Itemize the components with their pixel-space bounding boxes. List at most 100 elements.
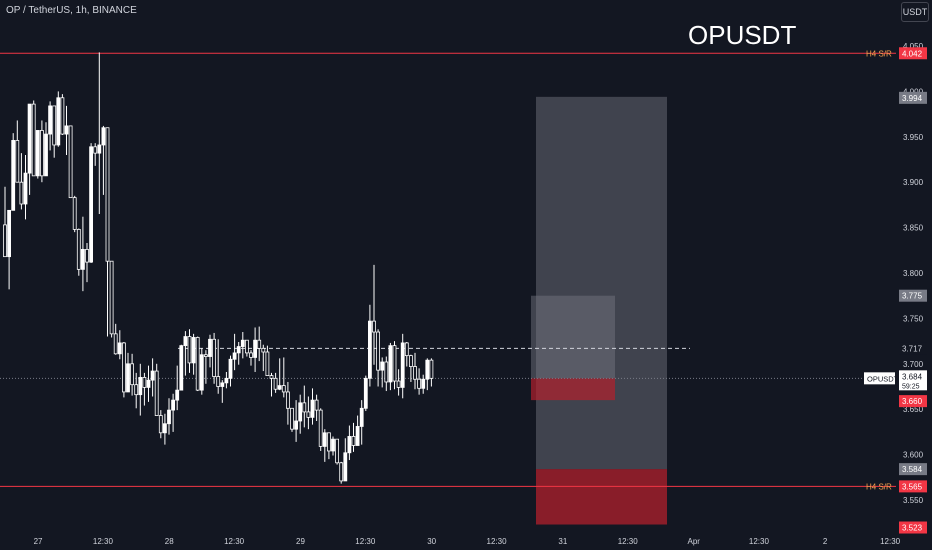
x-tick-label: 12:30 bbox=[224, 537, 245, 546]
candle-up bbox=[294, 420, 299, 430]
candle-down bbox=[335, 438, 340, 464]
x-tick-label: 12:30 bbox=[93, 537, 114, 546]
candle-down bbox=[19, 181, 24, 205]
entry-price-tag: 3.584 bbox=[902, 465, 923, 474]
candle-down bbox=[392, 345, 397, 382]
candle-down bbox=[326, 432, 331, 452]
candle-down bbox=[60, 97, 65, 135]
candle-down bbox=[154, 370, 159, 416]
candle-down bbox=[302, 402, 307, 413]
candle-down bbox=[413, 366, 417, 380]
candle-down bbox=[396, 380, 401, 388]
candle-down bbox=[261, 347, 266, 353]
candle-up bbox=[322, 432, 327, 447]
candle-up bbox=[421, 378, 426, 389]
candle-up bbox=[64, 125, 69, 135]
candle-up bbox=[367, 320, 372, 379]
candle-down bbox=[429, 359, 434, 379]
candle-up bbox=[228, 358, 233, 379]
candle-down bbox=[318, 409, 323, 447]
x-tick-label: 30 bbox=[427, 537, 436, 546]
x-tick-label: 28 bbox=[165, 537, 174, 546]
dashed-level-tag: 3.717 bbox=[902, 344, 923, 353]
x-tick-label: 12:30 bbox=[618, 537, 639, 546]
candle-down bbox=[306, 411, 311, 418]
candle-up bbox=[199, 354, 204, 391]
currency-button[interactable]: USDT bbox=[901, 2, 929, 22]
sr-price-tag-top: 4.042 bbox=[902, 49, 923, 58]
candle-up bbox=[48, 105, 52, 135]
target-price-tag: 3.994 bbox=[902, 94, 923, 103]
stop-price-tag-bg bbox=[899, 395, 927, 408]
candle-down bbox=[285, 391, 290, 409]
target-zone-small bbox=[531, 295, 615, 379]
candle-up bbox=[388, 345, 393, 383]
candle-down bbox=[52, 105, 57, 146]
candle-up bbox=[380, 361, 385, 371]
candle-down bbox=[376, 331, 381, 371]
candle-down bbox=[31, 103, 36, 177]
candle-down bbox=[76, 229, 81, 270]
sr-label-1: H4 S/R bbox=[866, 482, 892, 491]
target-zone-large bbox=[536, 96, 667, 470]
candle-up bbox=[167, 409, 171, 425]
candle-down bbox=[134, 384, 139, 396]
candle-up bbox=[97, 144, 102, 154]
candle-up bbox=[138, 377, 143, 396]
candle-down bbox=[3, 224, 7, 258]
x-tick-label: 12:30 bbox=[880, 537, 901, 546]
candle-up bbox=[298, 402, 303, 422]
candle-up bbox=[183, 336, 188, 347]
candle-down bbox=[408, 355, 413, 367]
symbol-title: OP / TetherUS, 1h, BINANCE bbox=[6, 5, 137, 16]
candle-up bbox=[224, 377, 229, 384]
candle-down bbox=[249, 352, 253, 358]
candle-up bbox=[347, 436, 352, 454]
candle-up bbox=[240, 339, 245, 347]
sr-price-tag-bottom-bg bbox=[899, 480, 927, 493]
x-tick-label: 27 bbox=[34, 537, 43, 546]
candle-up bbox=[171, 399, 176, 411]
candle-up bbox=[363, 377, 368, 409]
x-tick-label: 12:30 bbox=[749, 537, 770, 546]
candle-down bbox=[404, 342, 409, 357]
x-tick-label: 2 bbox=[823, 537, 828, 546]
stop-price-tag-large-bg bbox=[899, 521, 927, 534]
y-tick-label: 3.800 bbox=[903, 269, 924, 278]
candle-up bbox=[355, 426, 360, 446]
candle-down bbox=[40, 130, 44, 177]
candle-up bbox=[400, 342, 405, 388]
candle-down bbox=[351, 436, 356, 446]
x-tick-label: 12:30 bbox=[487, 537, 508, 546]
y-tick-label: 3.700 bbox=[903, 360, 924, 369]
stop-zone-small bbox=[531, 378, 615, 401]
candle-up bbox=[56, 97, 61, 146]
candle-down bbox=[372, 320, 376, 333]
stop-price-tag: 3.660 bbox=[902, 397, 923, 406]
candle-up bbox=[191, 337, 196, 364]
small-target-price-tag: 3.775 bbox=[902, 292, 923, 301]
candle-up bbox=[208, 338, 212, 357]
candle-up bbox=[179, 345, 184, 391]
stop-price-tag-large: 3.523 bbox=[902, 524, 923, 533]
target-price-tag-bg bbox=[899, 91, 927, 104]
candle-up bbox=[89, 146, 93, 263]
candle-up bbox=[236, 346, 241, 354]
candle-down bbox=[203, 354, 208, 357]
x-tick-label: Apr bbox=[688, 537, 701, 546]
candle-up bbox=[331, 438, 335, 452]
candle-down bbox=[122, 342, 126, 393]
candle-up bbox=[23, 172, 28, 205]
candle-down bbox=[93, 146, 98, 154]
sr-price-tag-bottom: 3.565 bbox=[902, 482, 923, 491]
candle-down bbox=[72, 197, 77, 230]
candle-down bbox=[85, 248, 89, 263]
y-tick-label: 3.600 bbox=[903, 451, 924, 460]
last-price-value: 3.684 bbox=[902, 372, 923, 381]
x-tick-label: 29 bbox=[296, 537, 305, 546]
candle-down bbox=[187, 336, 192, 364]
candle-up bbox=[81, 248, 85, 270]
candle-down bbox=[109, 260, 114, 335]
